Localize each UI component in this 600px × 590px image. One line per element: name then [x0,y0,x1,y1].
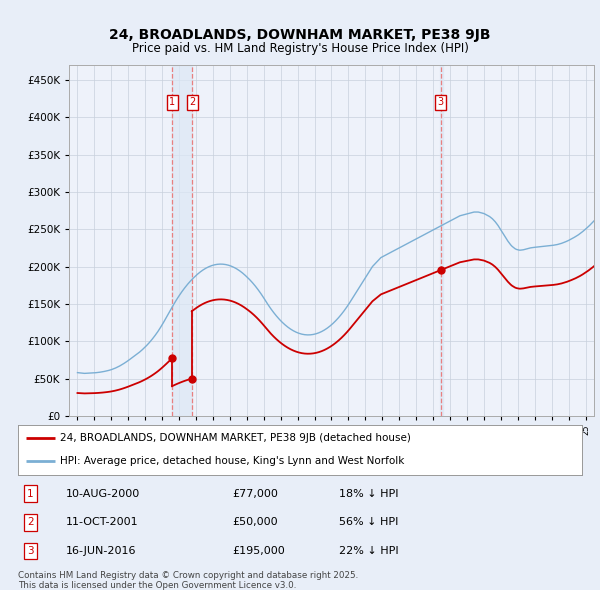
Text: £77,000: £77,000 [232,489,278,499]
Text: £195,000: £195,000 [232,546,285,556]
Text: 3: 3 [27,546,34,556]
Text: 11-OCT-2001: 11-OCT-2001 [66,517,139,527]
Text: 3: 3 [437,97,444,107]
Text: 22% ↓ HPI: 22% ↓ HPI [340,546,399,556]
Text: £50,000: £50,000 [232,517,278,527]
Text: Price paid vs. HM Land Registry's House Price Index (HPI): Price paid vs. HM Land Registry's House … [131,42,469,55]
Bar [172,65,192,416]
Text: 2: 2 [189,97,196,107]
Text: 2: 2 [27,517,34,527]
Text: 18% ↓ HPI: 18% ↓ HPI [340,489,399,499]
Text: 24, BROADLANDS, DOWNHAM MARKET, PE38 9JB (detached house): 24, BROADLANDS, DOWNHAM MARKET, PE38 9JB… [60,433,411,443]
Text: HPI: Average price, detached house, King's Lynn and West Norfolk: HPI: Average price, detached house, King… [60,457,404,467]
Text: 56% ↓ HPI: 56% ↓ HPI [340,517,399,527]
Text: 10-AUG-2000: 10-AUG-2000 [66,489,140,499]
Text: 1: 1 [27,489,34,499]
Text: Contains HM Land Registry data © Crown copyright and database right 2025.
This d: Contains HM Land Registry data © Crown c… [18,571,358,590]
Text: 24, BROADLANDS, DOWNHAM MARKET, PE38 9JB: 24, BROADLANDS, DOWNHAM MARKET, PE38 9JB [109,28,491,42]
Text: 1: 1 [169,97,176,107]
Text: 16-JUN-2016: 16-JUN-2016 [66,546,136,556]
Bar [440,65,443,416]
